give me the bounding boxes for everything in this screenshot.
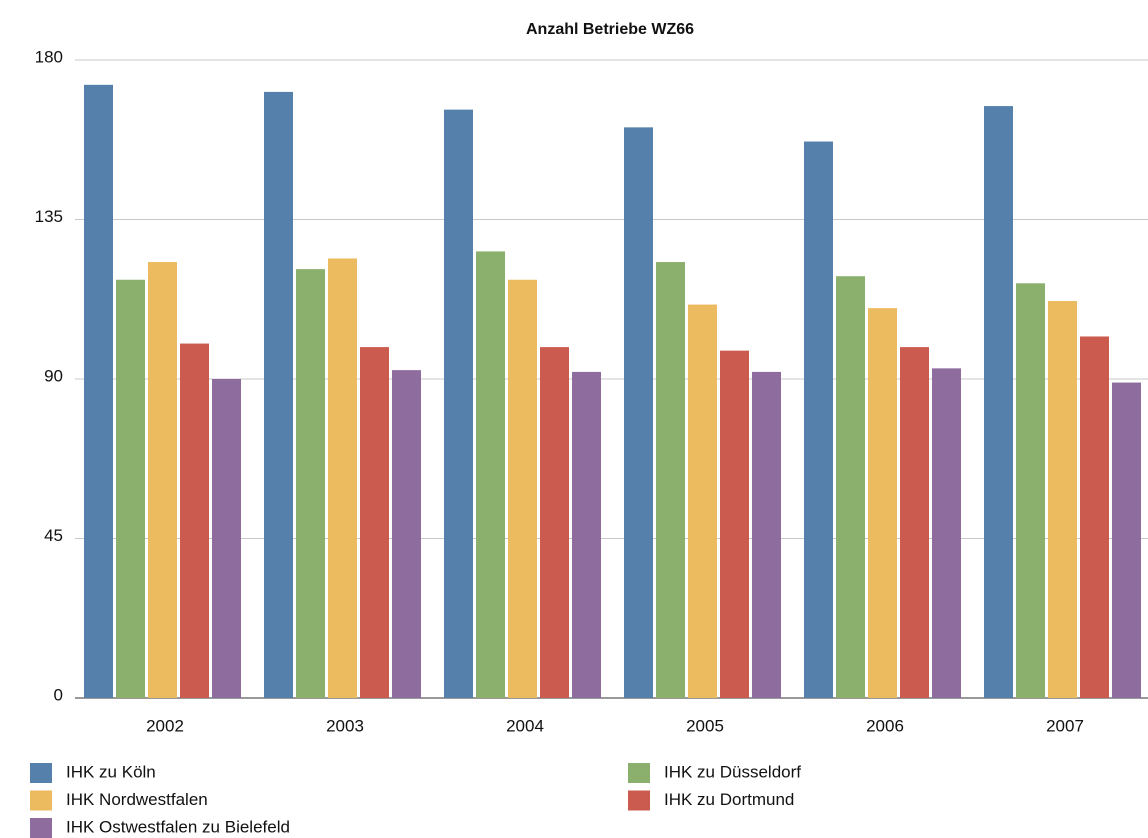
bar xyxy=(900,347,929,698)
legend-label: IHK zu Düsseldorf xyxy=(664,762,801,781)
bar xyxy=(656,262,685,698)
x-tick-label: 2002 xyxy=(146,716,184,735)
legend-swatch xyxy=(30,818,52,838)
bar xyxy=(392,370,421,698)
bar xyxy=(688,304,717,698)
x-tick-label: 2005 xyxy=(686,716,724,735)
y-tick-label: 135 xyxy=(35,207,63,226)
bar xyxy=(1048,301,1077,698)
bar xyxy=(264,91,293,698)
x-tick-label: 2006 xyxy=(866,716,904,735)
bar xyxy=(444,109,473,699)
y-tick-label: 90 xyxy=(44,366,63,385)
bar xyxy=(932,368,961,698)
bar xyxy=(572,371,601,698)
bar xyxy=(116,279,145,698)
bar xyxy=(360,347,389,698)
legend-label: IHK zu Dortmund xyxy=(664,790,794,809)
legend-label: IHK zu Köln xyxy=(66,762,156,781)
legend-swatch xyxy=(30,763,52,783)
y-tick-label: 180 xyxy=(35,47,63,66)
y-tick-label: 45 xyxy=(44,526,63,545)
legend-label: IHK Ostwestfalen zu Bielefeld xyxy=(66,817,290,836)
y-tick-label: 0 xyxy=(54,685,63,704)
chart-title: Anzahl Betriebe WZ66 xyxy=(526,21,694,38)
bar xyxy=(540,347,569,698)
bar xyxy=(624,127,653,699)
bar xyxy=(1080,336,1109,698)
bar xyxy=(180,343,209,698)
bar xyxy=(720,350,749,698)
bar xyxy=(212,379,241,698)
bar xyxy=(984,106,1013,699)
legend-swatch xyxy=(30,790,52,811)
bar xyxy=(296,269,325,698)
x-tick-label: 2004 xyxy=(506,716,544,735)
bar xyxy=(752,371,781,698)
x-tick-label: 2007 xyxy=(1046,716,1084,735)
bar xyxy=(508,279,537,698)
bar xyxy=(84,84,113,699)
bar xyxy=(836,276,865,698)
bar xyxy=(476,251,505,698)
bar xyxy=(804,141,833,698)
bar xyxy=(148,262,177,698)
bar xyxy=(1016,283,1045,698)
legend-swatch xyxy=(628,790,650,811)
legend-label: IHK Nordwestfalen xyxy=(66,790,208,809)
x-tick-label: 2003 xyxy=(326,716,364,735)
bar xyxy=(1112,382,1141,698)
bar xyxy=(868,308,897,698)
bar xyxy=(328,258,357,698)
legend-swatch xyxy=(628,763,650,783)
